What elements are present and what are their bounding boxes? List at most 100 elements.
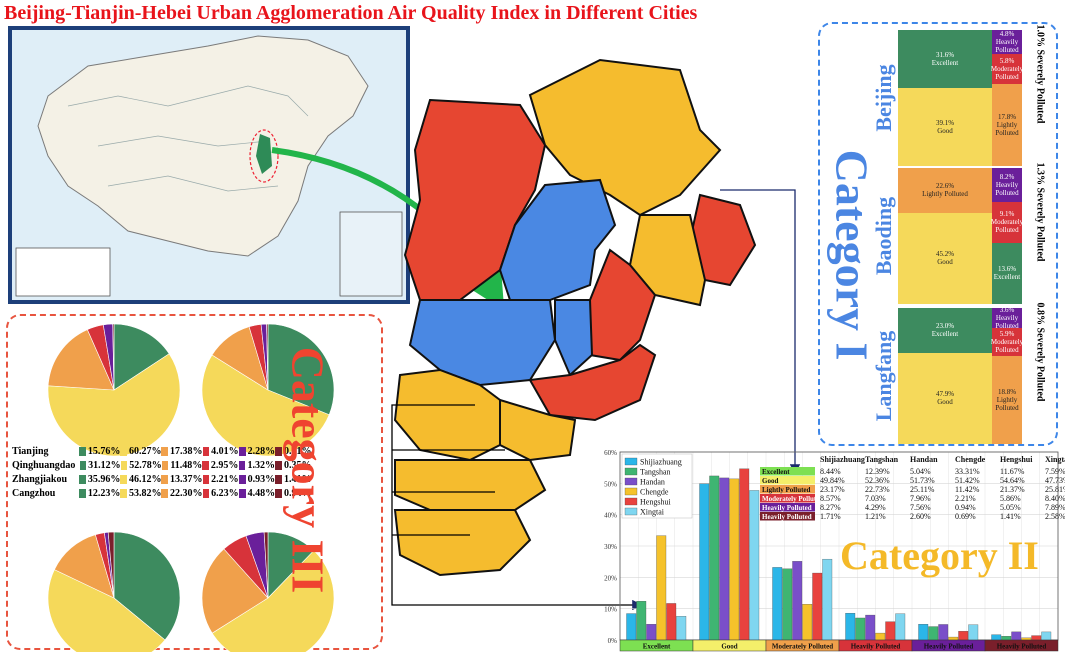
y-tick-label: 50%	[604, 480, 617, 488]
bar-chengde	[802, 604, 813, 641]
pie-slice-lightly-polluted	[47, 329, 115, 391]
bar-tangshan	[1001, 636, 1012, 641]
row-city: Cangzhou	[12, 487, 56, 499]
category-3-row: Tianjing 15.76% 60.27% 17.38% 4.01% 2.28% 0.31…	[12, 444, 312, 458]
highlight-region-marker	[249, 129, 279, 183]
y-tick-label: 60%	[604, 449, 617, 457]
region-chengde	[528, 58, 722, 217]
treemap-cell-pct: 5.8%	[999, 57, 1015, 66]
treemap-cell-pct: 39.1%	[935, 119, 955, 128]
region-beijing	[498, 178, 617, 301]
table-row-label: Lightly Polluted	[762, 486, 811, 494]
legend-label: Xingtai	[640, 508, 665, 517]
pie-slice-lightly-polluted	[54, 534, 115, 599]
x-tick-label: Excellent	[643, 643, 671, 651]
pie-slice-good	[211, 550, 335, 652]
treemap-cell-moderately: 9.1% Moderately Polluted	[991, 202, 1023, 243]
category-3-panel	[6, 314, 383, 650]
table-row-label: Heavily Polluted	[762, 513, 812, 521]
table-cell: 23.17%	[820, 485, 845, 494]
treemap-cell-good: 47.9% Good	[898, 352, 992, 444]
page-title: Beijing-Tianjin-Hebei Urban Agglomeratio…	[4, 2, 698, 24]
table-cell: 0.69%	[955, 512, 976, 521]
severely-polluted-note: 1.0% Severely Polluted	[1034, 24, 1046, 124]
table-cell: 2.60%	[910, 512, 931, 521]
table-header: Hengshui	[1000, 455, 1033, 464]
treemap-cell-pct: 9.1%	[999, 210, 1015, 219]
x-tick-label: Moderately Polluted	[772, 643, 833, 651]
table-cell: 25.81%	[1045, 485, 1065, 494]
category-3-row: Cangzhou 12.23% 53.82% 22.30% 6.23% 4.48% 0.94…	[12, 486, 312, 500]
row-value: 4.01%	[211, 445, 239, 457]
region-cangzhou	[528, 343, 657, 422]
region-handan	[393, 509, 532, 577]
table-cell: 7.56%	[910, 503, 931, 512]
treemap-cell-label: Good	[937, 398, 953, 407]
severely-polluted-note: 1.3% Severely Polluted	[1034, 162, 1046, 262]
bar-hengshui	[739, 468, 750, 641]
table-row-swatch	[760, 476, 815, 485]
treemap-cell-heavily: 4.8% Heavily Polluted	[992, 30, 1022, 55]
legend-swatch	[275, 460, 283, 470]
region-zhangjiakou	[403, 98, 547, 301]
category-1-panel	[818, 22, 1058, 446]
x-tick-label: Heavily Polluted	[997, 643, 1047, 651]
row-value: 6.23%	[211, 487, 239, 499]
legend-swatch	[239, 474, 246, 484]
pie-zhangjiakou	[47, 531, 181, 652]
treemap-cell-label: Lightly Polluted	[995, 121, 1019, 138]
bar-handan	[865, 614, 876, 641]
x-tick-label: Heavily Polluted	[924, 643, 974, 651]
table-cell: 21.37%	[1000, 485, 1025, 494]
table-header: Tangshan	[865, 455, 899, 464]
treemap-cell-lightly: 17.8% Lightly Polluted	[992, 84, 1022, 166]
table-cell: 7.59%	[1045, 467, 1065, 476]
table-cell: 1.71%	[820, 512, 841, 521]
bar-chengde	[875, 632, 886, 641]
bar-shijiazhuang	[918, 624, 929, 641]
y-tick-label: 10%	[604, 606, 617, 614]
pie-slice-severely-polluted	[266, 323, 269, 391]
bar-xingtai	[749, 490, 760, 641]
table-cell: 2.21%	[955, 494, 976, 503]
row-value: 0.93%	[247, 473, 276, 485]
table-cell: 11.67%	[1000, 467, 1025, 476]
treemap-cell-good: 39.1% Good	[898, 88, 992, 166]
table-cell: 2.58%	[1045, 512, 1065, 521]
y-tick-label: 0%	[608, 637, 618, 645]
bar-handan	[792, 561, 803, 641]
bar-xingtai	[1041, 631, 1052, 641]
treemap-cell-moderately: 5.9% Moderately Polluted	[991, 328, 1023, 356]
row-value: 22.30%	[170, 487, 203, 499]
legend-swatch	[624, 487, 638, 496]
legend-label: Handan	[640, 478, 665, 487]
table-cell: 12.39%	[865, 467, 890, 476]
legend-swatch	[202, 460, 209, 470]
table-header: Handan	[910, 455, 938, 464]
treemap-cell-heavily: 3.6% Heavily Polluted	[992, 306, 1022, 330]
bar-tangshan	[709, 475, 720, 641]
table-row-swatch	[760, 512, 815, 521]
legend-swatch	[120, 460, 128, 470]
row-value: 1.41%	[284, 473, 312, 485]
row-value: 60.27%	[128, 445, 162, 457]
bar-xingtai	[676, 616, 687, 641]
treemap-cell-excellent: 13.6% Excellent	[992, 242, 1022, 304]
bar-shijiazhuang	[991, 634, 1002, 641]
legend-swatch	[120, 474, 127, 484]
row-city: Qinghuangdao	[12, 459, 76, 471]
row-value: 2.21%	[211, 473, 239, 485]
table-cell: 7.89%	[1045, 503, 1065, 512]
row-city: Tianjing	[12, 445, 49, 457]
y-tick-label: 40%	[604, 512, 617, 520]
treemap-city-label: Langfang	[871, 330, 896, 422]
bar-tangshan	[636, 601, 647, 641]
legend-swatch	[120, 488, 127, 498]
row-value: 35.96%	[87, 473, 121, 485]
bar-tangshan	[855, 617, 866, 641]
table-cell: 52.36%	[865, 476, 890, 485]
treemap-cell-pct: 18.8%	[997, 387, 1017, 396]
treemap-cell-label: Lightly Polluted	[922, 190, 968, 199]
table-cell: 1.41%	[1000, 512, 1021, 521]
